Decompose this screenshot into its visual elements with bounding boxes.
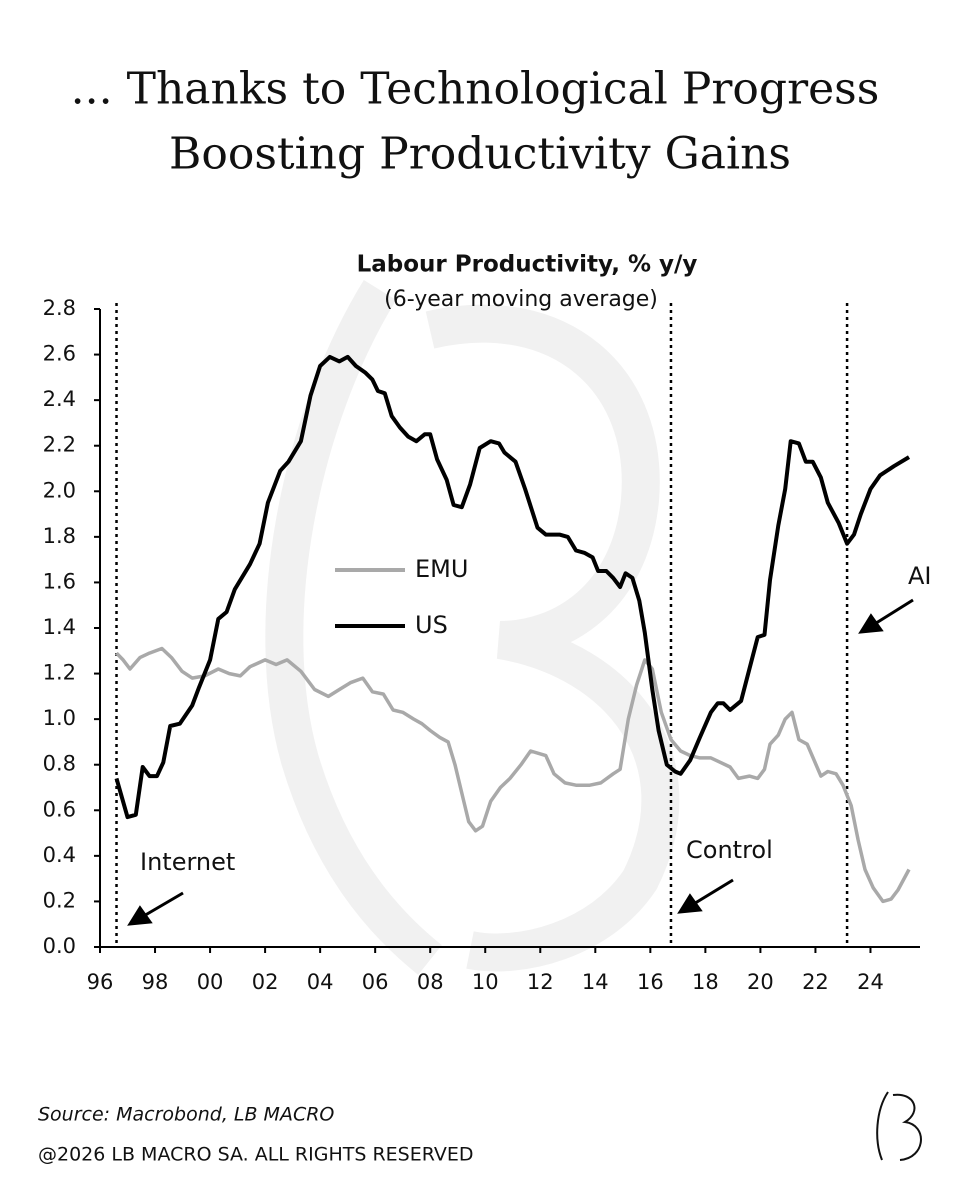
x-tick-label: 98	[142, 970, 169, 994]
y-tick-label: 1.6	[43, 569, 76, 593]
x-tick-label: 18	[692, 970, 719, 994]
arrows	[127, 598, 914, 926]
x-tick-label: 12	[527, 970, 554, 994]
y-tick-label: 2.6	[43, 342, 76, 366]
y-tick-label: 2.4	[43, 387, 76, 411]
annotation: Internet	[140, 848, 235, 876]
y-tick-label: 2.0	[43, 478, 76, 502]
title-line: ... Thanks to Technological Progress	[71, 64, 880, 115]
y-tick-label: 0.6	[43, 797, 76, 821]
x-tick-label: 96	[87, 970, 114, 994]
x-tick-label: 06	[362, 970, 389, 994]
y-tick-label: 0.2	[43, 888, 76, 912]
y-tick-label: 1.8	[43, 524, 76, 548]
chart-title: Labour Productivity, % y/y	[357, 252, 698, 278]
x-tick-label: 16	[637, 970, 664, 994]
chart-subtitle: (6-year moving average)	[384, 287, 658, 312]
title-line: Boosting Productivity Gains	[169, 129, 791, 180]
source: Source: Macrobond, LB MACRO	[38, 1104, 334, 1126]
x-tick-label: 22	[802, 970, 829, 994]
series-line	[115, 646, 911, 904]
x-tick-label: 02	[252, 970, 279, 994]
y-tick-label: 0.0	[43, 934, 76, 958]
legend-label: EMU	[415, 555, 468, 583]
series-line	[114, 354, 911, 820]
y-tick-label: 0.8	[43, 752, 76, 776]
y-tick-label: 2.2	[43, 433, 76, 457]
x-tick-label: 08	[417, 970, 444, 994]
y-tick-label: 1.2	[43, 661, 76, 685]
watermark	[265, 280, 680, 975]
logo	[876, 1091, 922, 1161]
x-tick-label: 20	[747, 970, 774, 994]
x-tick-label: 00	[197, 970, 224, 994]
y-tick-label: 2.8	[43, 296, 76, 320]
annotation: Control	[686, 836, 773, 864]
annotation: AI	[908, 562, 932, 590]
x-tick-label: 10	[472, 970, 499, 994]
x-tick-label: 14	[582, 970, 609, 994]
x-tick-label: 24	[857, 970, 884, 994]
y-tick-label: 0.4	[43, 843, 76, 867]
y-tick-label: 1.4	[43, 615, 76, 639]
copyright: @2026 LB MACRO SA. ALL RIGHTS RESERVED	[38, 1144, 474, 1166]
x-tick-label: 04	[307, 970, 334, 994]
y-tick-label: 1.0	[43, 706, 76, 730]
legend-label: US	[415, 611, 448, 639]
